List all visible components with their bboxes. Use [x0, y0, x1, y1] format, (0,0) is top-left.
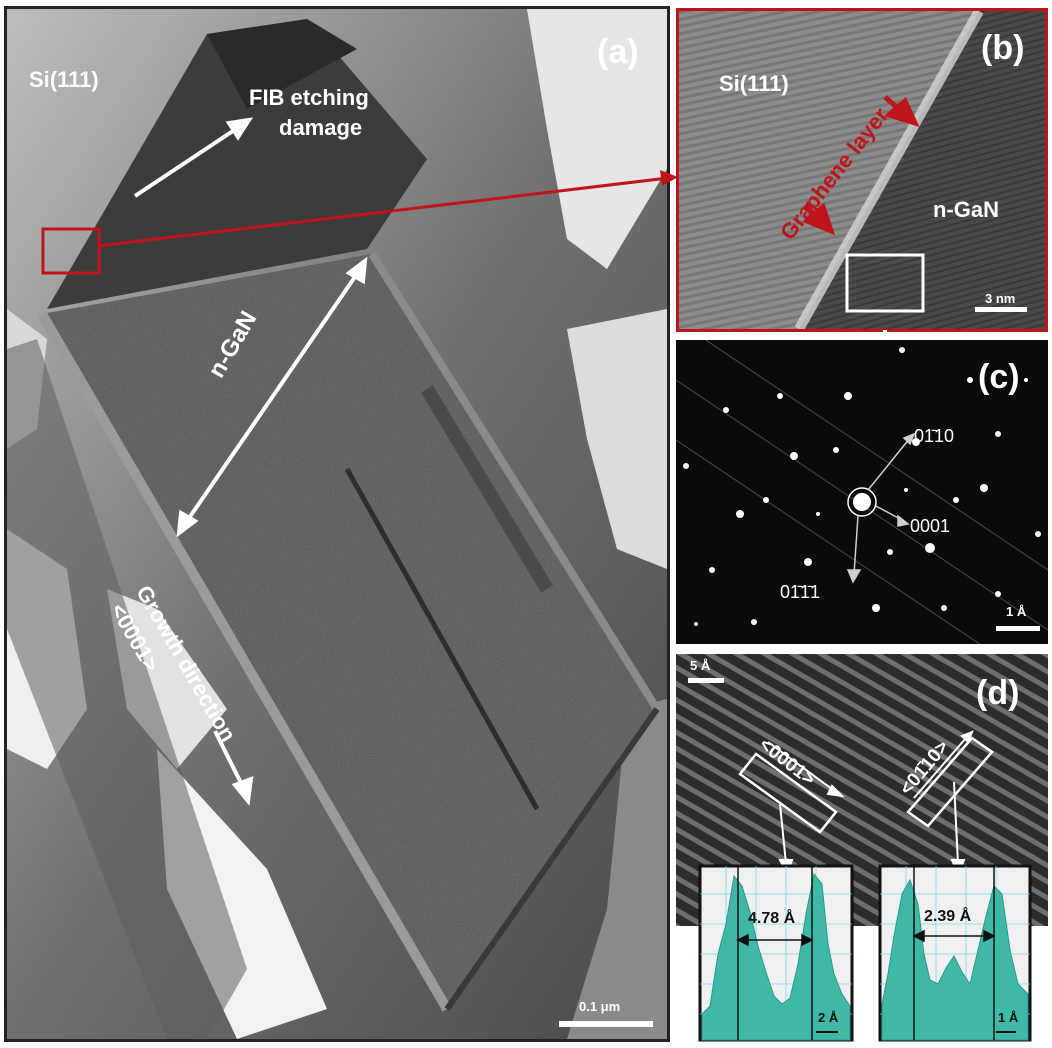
panel-d-lattice-profiles: (d) 5 Å <0001> <01̄10> 4.78 Å 2 Å 2.39 Å… [676, 654, 1048, 1044]
panel-a-scale-label: 0.1 μm [579, 999, 621, 1014]
panel-c-diffraction: (c) 01̄10 0001 01̄1̄1 1 Å [676, 340, 1048, 644]
profile-1-plot [698, 864, 854, 1042]
spot-label-01-1-1: 01̄1̄1 [780, 582, 821, 602]
profile-2-spacing: 2.39 Å [924, 908, 972, 925]
panel-c-scale-label: 1 Å [1006, 604, 1027, 619]
panel-b-scale-label: 3 nm [985, 291, 1016, 306]
profile-2-plot [878, 864, 1032, 1042]
panel-a-micrograph [7, 9, 667, 1039]
panel-b-substrate-label: Si(111) [719, 71, 789, 96]
spot-label-0001: 0001 [910, 516, 951, 536]
profile-1-scale: 2 Å [818, 1010, 839, 1025]
panel-d-label: (d) [976, 674, 1020, 712]
fib-damage-label-2: damage [279, 115, 363, 140]
profile-2-scale: 1 Å [998, 1010, 1019, 1025]
panel-a-substrate-label: Si(111) [29, 67, 99, 92]
spot-label-01-10: 01̄10 [914, 426, 955, 446]
panel-c-saed-pattern [676, 340, 1048, 644]
panel-b-lattice-image [679, 11, 1045, 329]
panel-b-material-label: n-GaN [933, 197, 999, 222]
panel-b-label: (b) [981, 29, 1025, 67]
panel-b-hrtem: (b) Si(111) Graphene layer n-GaN 3 nm [676, 8, 1048, 332]
panel-a-label: (a) [597, 33, 639, 71]
panel-d-image [676, 654, 1048, 1042]
fib-damage-label-1: FIB etching [249, 85, 369, 110]
profile-1-spacing: 4.78 Å [748, 910, 796, 927]
panel-a-tem-image: (a) Si(111) FIB etching damage n-GaN Gro… [4, 6, 670, 1042]
panel-d-scale-label: 5 Å [690, 658, 711, 673]
panel-c-label: (c) [978, 358, 1020, 396]
